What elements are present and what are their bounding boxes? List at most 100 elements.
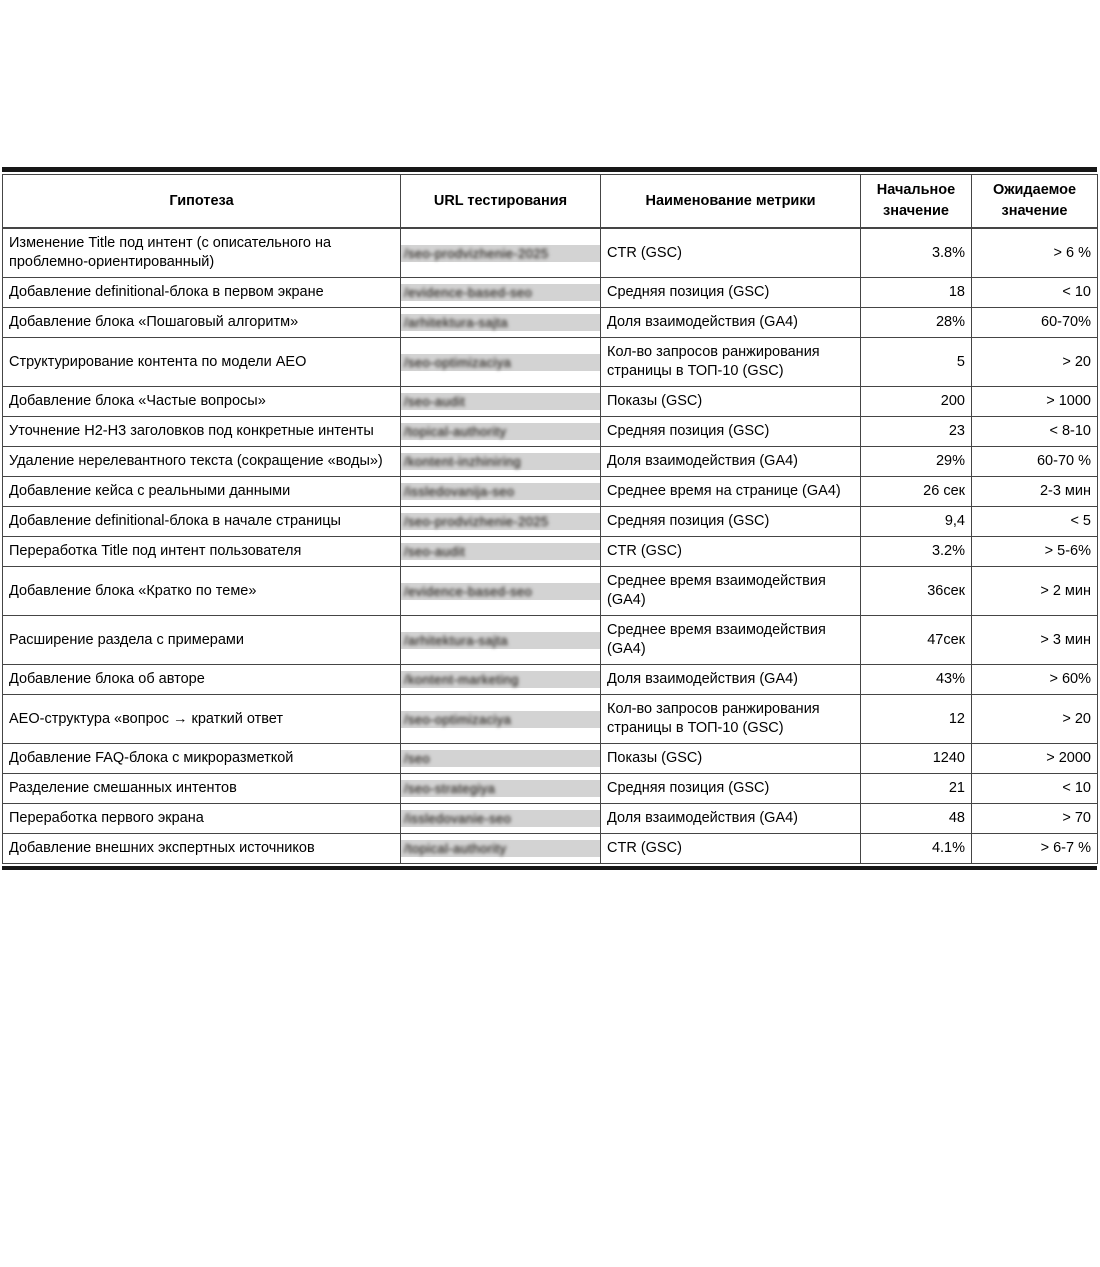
metric-cell: Средняя позиция (GSC) bbox=[600, 416, 861, 447]
hypothesis-cell: Добавление блока «Частые вопросы» bbox=[2, 386, 401, 417]
metric-cell: CTR (GSC) bbox=[600, 536, 861, 567]
initial-value-cell: 26 сек bbox=[860, 476, 972, 507]
redacted-url-bar: /seo-audit bbox=[401, 393, 600, 410]
redacted-url-bar: /seo-strategiya bbox=[401, 780, 600, 797]
url-cell: /kontent-inzhiniring bbox=[400, 446, 601, 477]
url-cell: /evidence-based-seo bbox=[400, 277, 601, 308]
column-header-metric: Наименование метрики bbox=[600, 174, 861, 229]
redacted-url-bar: /arhitektura-sajta bbox=[401, 631, 600, 649]
metric-cell: Доля взаимодействия (GA4) bbox=[600, 803, 861, 834]
redacted-url-text: /topical-authority bbox=[404, 841, 507, 856]
redacted-url-bar: /seo-optimizaciya bbox=[401, 710, 600, 728]
initial-value-cell: 12 bbox=[860, 694, 972, 744]
metric-cell: CTR (GSC) bbox=[600, 833, 861, 864]
redacted-url-bar: /issledovanija-seo bbox=[401, 483, 600, 500]
initial-value-cell: 23 bbox=[860, 416, 972, 447]
hypothesis-cell: Добавление FAQ-блока с микроразметкой bbox=[2, 743, 401, 774]
table-row: Разделение смешанных интентов /seo-strat… bbox=[2, 773, 1098, 804]
redacted-url-text: /topical-authority bbox=[404, 424, 507, 439]
initial-value-cell: 3.8% bbox=[860, 227, 972, 278]
url-cell: /arhitektura-sajta bbox=[400, 615, 601, 665]
expected-value-cell: < 10 bbox=[971, 277, 1098, 308]
hypothesis-cell: Добавление кейса с реальными данными bbox=[2, 476, 401, 507]
metric-cell: Среднее время взаимодействия (GA4) bbox=[600, 615, 861, 665]
table-row: Добавление блока «Пошаговый алгоритм» /a… bbox=[2, 307, 1098, 338]
hypothesis-cell: Удаление нерелевантного текста (сокращен… bbox=[2, 446, 401, 477]
hypothesis-cell: Добавление внешних экспертных источников bbox=[2, 833, 401, 864]
metric-cell: Средняя позиция (GSC) bbox=[600, 773, 861, 804]
initial-value-cell: 21 bbox=[860, 773, 972, 804]
url-cell: /arhitektura-sajta bbox=[400, 307, 601, 338]
initial-value-cell: 36сек bbox=[860, 566, 972, 616]
metric-cell: Показы (GSC) bbox=[600, 386, 861, 417]
redacted-url-text: /seo-optimizaciya bbox=[404, 354, 512, 370]
metric-cell: Кол-во запросов ранжирования страницы в … bbox=[600, 694, 861, 744]
hypothesis-cell: Добавление definitional-блока в первом э… bbox=[2, 277, 401, 308]
metric-cell: Показы (GSC) bbox=[600, 743, 861, 774]
metric-cell: Доля взаимодействия (GA4) bbox=[600, 664, 861, 695]
metric-cell: Среднее время на странице (GA4) bbox=[600, 476, 861, 507]
redacted-url-bar: /seo-audit bbox=[401, 543, 600, 560]
redacted-url-text: /issledovanie-seo bbox=[404, 811, 512, 826]
hypothesis-cell: Изменение Title под интент (с описательн… bbox=[2, 227, 401, 278]
initial-value-cell: 1240 bbox=[860, 743, 972, 774]
redacted-url-text: /seo-audit bbox=[404, 544, 466, 559]
table-body: Изменение Title под интент (с описательн… bbox=[2, 227, 1098, 864]
expected-value-cell: > 2000 bbox=[971, 743, 1098, 774]
metric-cell: Доля взаимодействия (GA4) bbox=[600, 446, 861, 477]
url-cell: /seo-optimizaciya bbox=[400, 694, 601, 744]
redacted-url-text: /kontent-inzhiniring bbox=[404, 454, 522, 469]
redacted-url-bar: /topical-authority bbox=[401, 423, 600, 440]
hypothesis-cell: AEO-структура «вопрос → краткий ответ bbox=[2, 694, 401, 744]
redacted-url-bar: /topical-authority bbox=[401, 840, 600, 857]
table-row: Переработка первого экрана /issledovanie… bbox=[2, 803, 1098, 834]
redacted-url-bar: /seo-optimizaciya bbox=[401, 353, 600, 371]
table-row: Добавление кейса с реальными данными /is… bbox=[2, 476, 1098, 507]
redacted-url-bar: /arhitektura-sajta bbox=[401, 314, 600, 331]
redacted-url-text: /seo-prodvizhenie-2025 bbox=[404, 514, 549, 529]
redacted-url-text: /evidence-based-seo bbox=[404, 285, 533, 300]
column-header-expected-value: Ожидаемое значение bbox=[971, 174, 1098, 229]
table-row: Добавление definitional-блока в первом э… bbox=[2, 277, 1098, 308]
initial-value-cell: 43% bbox=[860, 664, 972, 695]
column-header-url: URL тестирования bbox=[400, 174, 601, 229]
hypothesis-cell: Добавление definitional-блока в начале с… bbox=[2, 506, 401, 537]
table-row: Добавление FAQ-блока с микроразметкой /s… bbox=[2, 743, 1098, 774]
expected-value-cell: < 10 bbox=[971, 773, 1098, 804]
hypothesis-cell: Переработка Title под интент пользовател… bbox=[2, 536, 401, 567]
redacted-url-text: /issledovanija-seo bbox=[404, 484, 515, 499]
redacted-url-text: /arhitektura-sajta bbox=[404, 632, 509, 648]
metric-cell: Среднее время взаимодействия (GA4) bbox=[600, 566, 861, 616]
redacted-url-text: /arhitektura-sajta bbox=[404, 315, 509, 330]
table-row: Структурирование контента по модели AEO … bbox=[2, 337, 1098, 387]
url-cell: /seo-audit bbox=[400, 386, 601, 417]
expected-value-cell: < 8-10 bbox=[971, 416, 1098, 447]
hypothesis-cell: Расширение раздела с примерами bbox=[2, 615, 401, 665]
redacted-url-bar: /seo-prodvizhenie-2025 bbox=[401, 244, 600, 262]
url-cell: /seo-prodvizhenie-2025 bbox=[400, 506, 601, 537]
table-row: Переработка Title под интент пользовател… bbox=[2, 536, 1098, 567]
hypothesis-cell: Разделение смешанных интентов bbox=[2, 773, 401, 804]
table-row: Добавление блока об авторе /kontent-mark… bbox=[2, 664, 1098, 695]
redacted-url-bar: /kontent-marketing bbox=[401, 671, 600, 688]
table-row: Добавление блока «Кратко по теме» /evide… bbox=[2, 566, 1098, 616]
hypothesis-cell: Структурирование контента по модели AEO bbox=[2, 337, 401, 387]
expected-value-cell: > 70 bbox=[971, 803, 1098, 834]
expected-value-cell: > 60% bbox=[971, 664, 1098, 695]
initial-value-cell: 5 bbox=[860, 337, 972, 387]
table-row: Удаление нерелевантного текста (сокращен… bbox=[2, 446, 1098, 477]
url-cell: /seo-audit bbox=[400, 536, 601, 567]
expected-value-cell: > 20 bbox=[971, 337, 1098, 387]
expected-value-cell: 60-70 % bbox=[971, 446, 1098, 477]
initial-value-cell: 9,4 bbox=[860, 506, 972, 537]
redacted-url-text: /seo-audit bbox=[404, 394, 466, 409]
redacted-url-bar: /seo-prodvizhenie-2025 bbox=[401, 513, 600, 530]
expected-value-cell: 2-3 мин bbox=[971, 476, 1098, 507]
redacted-url-bar: /evidence-based-seo bbox=[401, 284, 600, 301]
redacted-url-text: /seo-prodvizhenie-2025 bbox=[404, 245, 549, 261]
table-row: Уточнение H2-H3 заголовков под конкретны… bbox=[2, 416, 1098, 447]
initial-value-cell: 3.2% bbox=[860, 536, 972, 567]
metric-cell: CTR (GSC) bbox=[600, 227, 861, 278]
redacted-url-bar: /evidence-based-seo bbox=[401, 582, 600, 600]
expected-value-cell: > 6 % bbox=[971, 227, 1098, 278]
